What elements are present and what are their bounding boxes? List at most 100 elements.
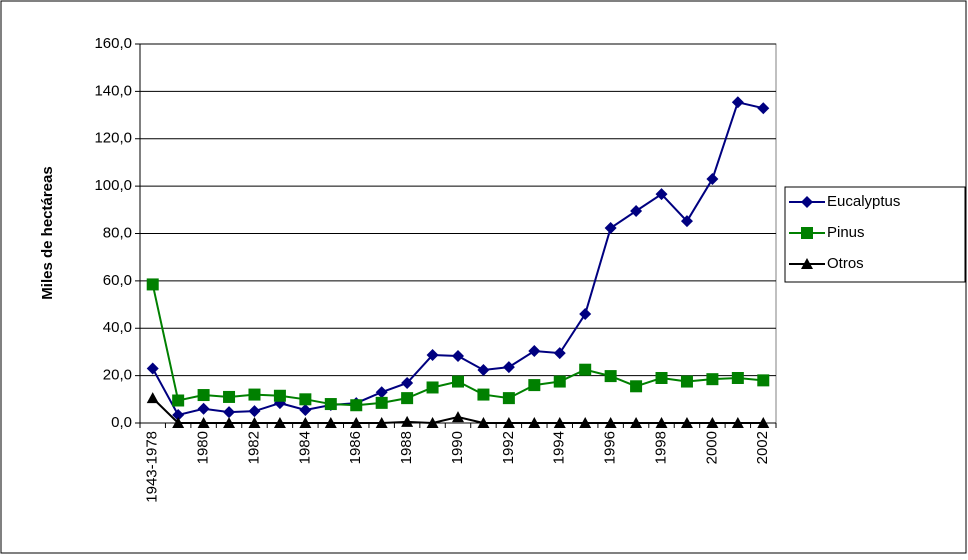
- marker: [477, 417, 490, 428]
- marker: [630, 417, 643, 428]
- x-tick-label: 1992: [500, 431, 517, 464]
- y-axis-label: Miles de hectáreas: [39, 166, 56, 299]
- marker: [401, 376, 414, 389]
- x-tick-label: 1996: [602, 431, 619, 464]
- marker: [146, 278, 159, 291]
- marker: [553, 375, 566, 388]
- marker: [273, 389, 286, 402]
- marker: [324, 398, 337, 411]
- marker: [375, 396, 388, 409]
- y-tick-label: 140,0: [94, 82, 132, 99]
- marker: [757, 417, 770, 428]
- marker: [477, 388, 490, 401]
- x-tick-label: 2002: [754, 431, 771, 464]
- marker: [502, 392, 515, 405]
- legend-label: Eucalyptus: [827, 193, 900, 210]
- marker: [452, 411, 464, 423]
- marker: [801, 227, 813, 239]
- marker: [324, 417, 337, 428]
- x-tick-label: 2000: [703, 431, 720, 464]
- marker: [401, 415, 414, 427]
- marker: [757, 102, 770, 115]
- marker: [502, 361, 515, 374]
- marker: [680, 417, 693, 428]
- y-tick-label: 120,0: [94, 130, 132, 147]
- marker: [579, 363, 592, 376]
- marker: [172, 408, 185, 421]
- marker: [197, 389, 210, 402]
- marker: [350, 399, 363, 412]
- legend-label: Otros: [827, 255, 864, 272]
- marker: [146, 362, 159, 375]
- x-tick-label: 1988: [398, 431, 415, 464]
- marker: [375, 417, 388, 428]
- marker: [299, 417, 312, 428]
- marker: [172, 417, 185, 428]
- x-tick-label: 1943-1978: [144, 431, 161, 503]
- marker: [375, 386, 388, 399]
- x-tick-label: 1984: [296, 431, 313, 464]
- marker: [731, 371, 744, 384]
- marker: [452, 375, 464, 388]
- marker: [146, 392, 159, 404]
- marker: [299, 393, 312, 406]
- marker: [731, 417, 744, 428]
- marker: [350, 417, 363, 428]
- x-tick-label: 1982: [245, 431, 262, 464]
- marker: [197, 402, 210, 415]
- marker: [553, 347, 566, 360]
- marker: [248, 405, 261, 418]
- marker: [248, 417, 261, 428]
- marker: [706, 417, 719, 428]
- marker: [579, 417, 592, 428]
- marker: [680, 215, 693, 228]
- marker: [801, 196, 813, 208]
- marker: [223, 406, 236, 419]
- marker: [706, 173, 719, 186]
- marker: [680, 375, 693, 388]
- marker: [299, 403, 312, 416]
- marker: [655, 417, 668, 428]
- legend-label: Pinus: [827, 224, 865, 241]
- marker: [604, 417, 617, 428]
- marker: [172, 394, 185, 407]
- x-tick-label: 1986: [347, 431, 364, 464]
- marker: [426, 381, 439, 394]
- marker: [579, 308, 592, 321]
- marker: [757, 374, 770, 387]
- y-tick-label: 100,0: [94, 177, 132, 194]
- marker: [223, 417, 236, 428]
- marker: [426, 349, 439, 362]
- marker: [604, 222, 617, 235]
- marker: [477, 363, 490, 376]
- marker: [223, 390, 236, 403]
- marker: [630, 380, 643, 393]
- y-tick-label: 0,0: [111, 414, 132, 431]
- marker: [604, 370, 617, 383]
- marker: [248, 388, 261, 401]
- marker: [502, 417, 515, 428]
- x-tick-label: 1990: [449, 431, 466, 464]
- y-tick-label: 80,0: [103, 224, 132, 241]
- marker: [655, 188, 668, 201]
- x-tick-label: 1998: [652, 431, 669, 464]
- marker: [630, 204, 643, 217]
- marker: [553, 417, 566, 428]
- x-tick-label: 1994: [551, 431, 568, 464]
- marker: [528, 379, 541, 392]
- marker: [197, 417, 210, 428]
- y-tick-label: 160,0: [94, 35, 132, 52]
- marker: [401, 392, 414, 405]
- marker: [528, 344, 541, 357]
- marker: [731, 96, 744, 109]
- y-tick-label: 20,0: [103, 367, 132, 384]
- marker: [528, 417, 541, 428]
- marker: [655, 371, 668, 384]
- marker: [706, 373, 719, 386]
- marker: [801, 258, 813, 269]
- y-tick-label: 40,0: [103, 319, 132, 336]
- x-tick-label: 1980: [195, 431, 212, 464]
- marker: [426, 417, 439, 428]
- y-tick-label: 60,0: [103, 272, 132, 289]
